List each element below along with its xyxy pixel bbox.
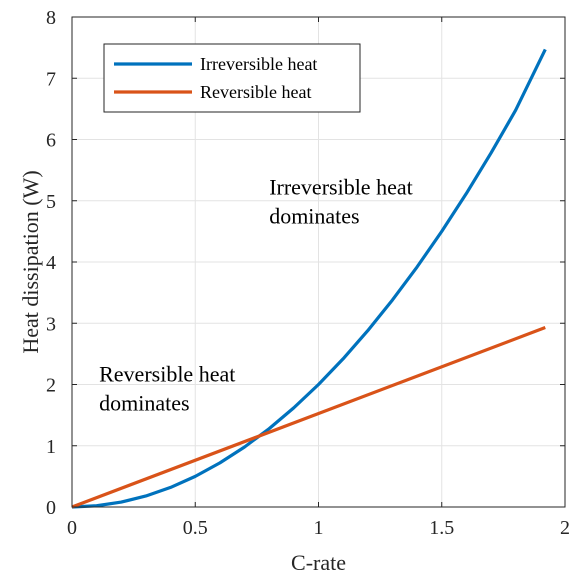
y-tick-label: 0 [46, 497, 56, 519]
y-tick-label: 1 [46, 436, 56, 458]
legend: Irreversible heat Reversible heat [103, 43, 361, 113]
series-line-1 [71, 326, 546, 509]
x-tick-label: 1 [314, 517, 324, 539]
x-tick-label: 0 [67, 517, 77, 539]
legend-label: Reversible heat [200, 82, 311, 102]
annotation-line: dominates [99, 390, 189, 415]
x-tick-label: 2 [560, 517, 570, 539]
legend-box [103, 43, 361, 113]
annotation-line: Irreversible heat [269, 175, 413, 200]
plot-lines [71, 48, 547, 509]
annotation-line: dominates [269, 204, 359, 229]
axis-ticks: 0 0.5 1 1.5 2 0 1 2 3 4 5 6 7 8 [46, 7, 570, 539]
x-tick-label: 1.5 [429, 517, 454, 539]
series-line-0 [71, 48, 547, 509]
x-axis-label: C-rate [291, 550, 346, 575]
y-tick-label: 3 [46, 313, 56, 335]
y-tick-label: 2 [46, 375, 56, 397]
y-tick-label: 5 [46, 191, 56, 213]
y-tick-label: 7 [46, 68, 56, 90]
y-tick-label: 4 [46, 252, 56, 274]
annotation-1: Reversible heat dominates [99, 361, 235, 415]
y-tick-label: 8 [46, 7, 56, 29]
y-axis-label: Heat dissipation (W) [18, 170, 43, 353]
legend-label: Irreversible heat [200, 54, 317, 74]
annotation-0: Irreversible heat dominates [269, 175, 413, 229]
annotation-line: Reversible heat [99, 361, 235, 386]
y-tick-label: 6 [46, 130, 56, 152]
x-tick-label: 0.5 [183, 517, 208, 539]
